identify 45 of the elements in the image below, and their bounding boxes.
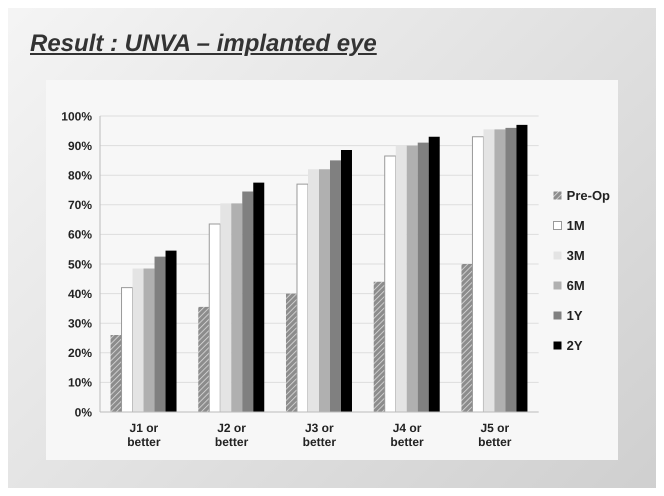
bar <box>208 224 221 412</box>
bar <box>461 264 472 412</box>
bar <box>340 150 352 412</box>
bar <box>121 287 134 412</box>
bar <box>472 136 484 412</box>
legend-label: 1Y <box>566 308 583 322</box>
bar <box>483 129 494 412</box>
y-tick-label: 50% <box>68 257 92 272</box>
y-tick-label: 10% <box>68 376 92 390</box>
legend-label: 2Y <box>566 338 583 352</box>
y-tick-label: 0% <box>74 405 92 420</box>
bar <box>296 184 308 412</box>
bar <box>253 182 264 412</box>
bar <box>110 335 122 412</box>
chart-title: Result : UNVA – implanted eye <box>30 30 377 58</box>
legend-label: Pre-Op <box>566 188 610 202</box>
legend-label: 6M <box>566 278 585 292</box>
x-tick-label: J4 or better <box>390 421 424 449</box>
x-tick-label: J3 or better <box>302 421 336 449</box>
bar <box>374 282 385 412</box>
y-tick-label: 60% <box>68 228 92 242</box>
bar <box>198 306 210 412</box>
bar <box>242 191 254 412</box>
x-tick-label: J1 or better <box>127 421 161 449</box>
y-tick-label: 100% <box>61 109 92 124</box>
y-tick-label: 20% <box>68 346 92 360</box>
bar <box>132 268 144 412</box>
bar <box>166 250 177 412</box>
bar <box>516 124 528 412</box>
y-tick-label: 90% <box>68 138 92 153</box>
y-tick-label: 70% <box>68 198 92 212</box>
y-tick-label: 80% <box>68 168 92 182</box>
bar <box>418 142 429 412</box>
bar <box>286 294 297 412</box>
y-tick-label: 30% <box>68 316 92 330</box>
legend-label: 1M <box>566 218 585 232</box>
bar <box>154 256 166 412</box>
x-tick-label: J5 or better <box>478 421 512 449</box>
legend-label: 3M <box>566 248 585 262</box>
bar <box>330 160 341 412</box>
x-tick-label: J2 or better <box>214 421 249 449</box>
y-tick-label: 40% <box>68 286 92 301</box>
bar <box>384 155 396 412</box>
bar <box>428 136 440 412</box>
bar <box>505 128 516 412</box>
